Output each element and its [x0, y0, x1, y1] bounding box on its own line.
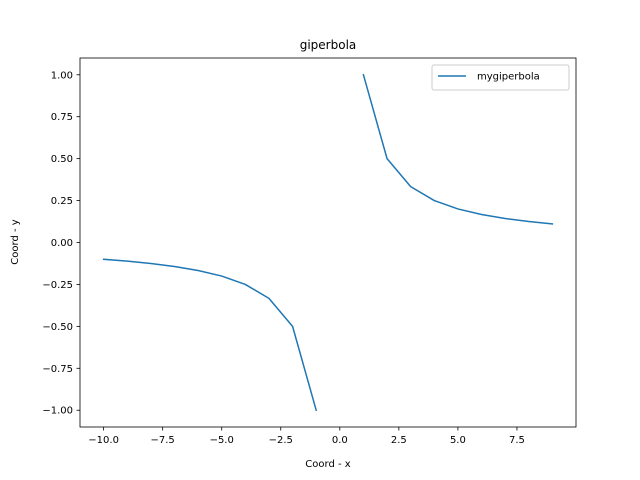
- y-tick-label: 0.50: [51, 154, 73, 165]
- series-layer: [102, 73, 554, 412]
- legend: mygiperbola: [431, 64, 570, 91]
- x-tick-label: −10.0: [88, 435, 119, 446]
- y-tick-label: 0.25: [51, 196, 73, 207]
- y-tick-label: −0.75: [42, 364, 73, 375]
- x-tick-label: −7.5: [151, 435, 175, 446]
- x-tick-label: −5.0: [210, 435, 234, 446]
- y-tick-label: −1.00: [42, 406, 73, 417]
- y-tick-label: 0.75: [51, 112, 73, 123]
- x-tick-label: 5.0: [450, 435, 466, 446]
- x-tick-label: 2.5: [391, 435, 407, 446]
- legend-label: mygiperbola: [477, 72, 540, 83]
- x-axis-label: Coord - x: [305, 459, 350, 470]
- y-tick-label: −0.50: [42, 322, 73, 333]
- x-tick-label: −2.5: [269, 435, 293, 446]
- y-tick-label: 1.00: [51, 70, 73, 81]
- y-axis: −1.00 −0.75 −0.50 −0.25 0.00 0.25 0.50 0.75 1.00: [42, 70, 80, 417]
- x-tick-label: 0.0: [332, 435, 348, 446]
- y-axis-label: Coord - y: [10, 219, 21, 264]
- y-tick-label: −0.25: [42, 280, 73, 291]
- series-line-1: [102, 258, 318, 412]
- legend-box: [431, 64, 570, 91]
- x-axis: −10.0 −7.5 −5.0 −2.5 0.0 2.5 5.0 7.5: [88, 427, 525, 446]
- plot-area: −10.0 −7.5 −5.0 −2.5 0.0 2.5 5.0 7.5 −1.00 −0.75…: [42, 57, 577, 446]
- chart-title: giperbola: [300, 38, 357, 52]
- series-line-2: [362, 73, 554, 225]
- x-tick-label: 7.5: [509, 435, 525, 446]
- y-tick-label: 0.00: [51, 238, 73, 249]
- plot-background: [80, 58, 576, 427]
